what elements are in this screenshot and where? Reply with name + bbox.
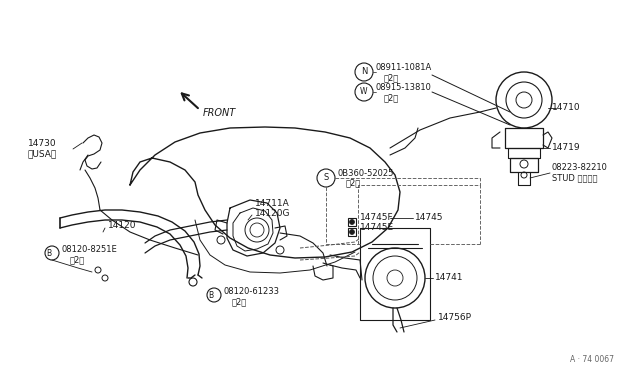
- Text: （2）: （2）: [70, 256, 85, 264]
- Text: 14120: 14120: [108, 221, 136, 230]
- Text: （2）: （2）: [384, 93, 399, 103]
- Circle shape: [349, 230, 355, 234]
- Bar: [348, 228, 356, 236]
- Text: 14730: 14730: [28, 140, 56, 148]
- Text: 14719: 14719: [552, 144, 580, 153]
- Text: 14711A: 14711A: [255, 199, 290, 208]
- Text: 0B360-52025: 0B360-52025: [338, 169, 394, 177]
- Text: 14120G: 14120G: [255, 209, 291, 218]
- Text: 08915-13810: 08915-13810: [376, 83, 432, 93]
- Text: N: N: [361, 67, 367, 77]
- Text: A · 74 0067: A · 74 0067: [570, 356, 614, 365]
- Text: （2）: （2）: [384, 74, 399, 83]
- Text: （USA）: （USA）: [28, 150, 57, 158]
- Text: （2）: （2）: [232, 298, 247, 307]
- Text: 08120-61233: 08120-61233: [224, 288, 280, 296]
- Text: 08120-8251E: 08120-8251E: [62, 246, 118, 254]
- Text: （2）: （2）: [346, 179, 361, 187]
- Text: W: W: [360, 87, 368, 96]
- Text: 08911-1081A: 08911-1081A: [376, 64, 432, 73]
- Text: S: S: [323, 173, 328, 183]
- Text: 14745E: 14745E: [360, 224, 394, 232]
- Text: STUD スタッド: STUD スタッド: [552, 173, 598, 183]
- Text: B: B: [47, 248, 52, 257]
- Text: 08223-82210: 08223-82210: [552, 164, 608, 173]
- Bar: [348, 218, 356, 226]
- Text: 14756P: 14756P: [438, 314, 472, 323]
- Text: 14745F: 14745F: [360, 214, 394, 222]
- Circle shape: [349, 219, 355, 224]
- Text: FRONT: FRONT: [203, 108, 236, 118]
- Text: 14710: 14710: [552, 103, 580, 112]
- Text: B: B: [209, 291, 214, 299]
- Text: 14745: 14745: [415, 214, 444, 222]
- Text: 14741: 14741: [435, 273, 463, 282]
